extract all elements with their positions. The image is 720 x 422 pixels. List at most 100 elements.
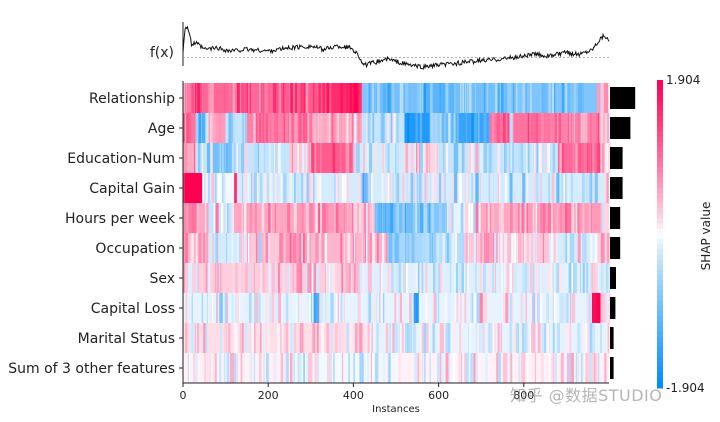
heat-cell bbox=[462, 233, 465, 263]
heat-cell bbox=[568, 353, 572, 383]
heat-cell bbox=[439, 353, 442, 383]
heat-cell bbox=[397, 263, 399, 293]
heat-cell bbox=[380, 113, 383, 143]
heat-cell bbox=[349, 233, 353, 263]
heat-cell bbox=[546, 143, 549, 173]
heat-cell bbox=[396, 113, 399, 143]
heat-cell bbox=[315, 233, 318, 263]
heat-cell bbox=[359, 323, 363, 353]
heat-cell bbox=[520, 143, 524, 173]
heat-cell bbox=[459, 293, 462, 323]
heat-cell bbox=[332, 143, 336, 173]
heat-cell bbox=[491, 113, 495, 143]
heat-cell bbox=[309, 353, 313, 383]
heat-cell bbox=[502, 293, 505, 323]
heat-cell bbox=[405, 263, 408, 293]
heat-cell bbox=[429, 143, 432, 173]
feature-label: Sex bbox=[149, 271, 175, 287]
heat-cell bbox=[497, 83, 500, 113]
heat-cell bbox=[503, 263, 506, 293]
heat-cell bbox=[566, 293, 569, 323]
heat-cell bbox=[449, 113, 452, 143]
heat-cell bbox=[224, 353, 227, 383]
heat-cell bbox=[474, 323, 477, 353]
colorbar-segment bbox=[657, 218, 663, 225]
heat-cell bbox=[589, 353, 593, 383]
importance-bar bbox=[610, 357, 614, 379]
heat-cell bbox=[606, 293, 609, 323]
heat-cell bbox=[313, 143, 317, 173]
heat-cell bbox=[184, 173, 188, 203]
colorbar-segment bbox=[657, 254, 663, 261]
heat-cell bbox=[258, 83, 261, 113]
heat-cell bbox=[273, 83, 277, 113]
heat-cell bbox=[489, 233, 493, 263]
heat-cell bbox=[235, 293, 238, 323]
heat-cell bbox=[484, 353, 488, 383]
heat-cell bbox=[231, 203, 235, 233]
heat-cell bbox=[304, 113, 308, 143]
heat-cell bbox=[478, 353, 482, 383]
heat-cell bbox=[368, 143, 372, 173]
heat-cell bbox=[235, 143, 238, 173]
heat-cell bbox=[382, 143, 385, 173]
heat-cell bbox=[186, 323, 188, 353]
heat-cell bbox=[539, 113, 542, 143]
heat-cell bbox=[471, 173, 473, 203]
heat-cell bbox=[424, 113, 427, 143]
colorbar-segment bbox=[657, 146, 663, 153]
heat-cell bbox=[220, 323, 222, 353]
heat-cell bbox=[364, 173, 605, 203]
heat-cell bbox=[600, 293, 609, 323]
heat-cell bbox=[415, 203, 418, 233]
heat-cell bbox=[532, 293, 535, 323]
heat-cell bbox=[475, 173, 479, 203]
heat-cell bbox=[282, 353, 286, 383]
heat-cell bbox=[269, 113, 272, 143]
heat-cell bbox=[595, 353, 598, 383]
heat-cell bbox=[430, 113, 434, 143]
heat-cell bbox=[218, 263, 220, 293]
heat-cell bbox=[561, 83, 565, 113]
heat-cell bbox=[296, 113, 298, 143]
heat-cell bbox=[362, 233, 365, 263]
heat-cell bbox=[214, 173, 217, 203]
heat-cell bbox=[605, 263, 608, 293]
heat-cell bbox=[544, 323, 547, 353]
heat-cell bbox=[551, 263, 555, 293]
heat-cell bbox=[530, 143, 533, 173]
heat-cell bbox=[355, 323, 358, 353]
heat-cell bbox=[398, 353, 401, 383]
heat-cell bbox=[232, 83, 235, 113]
x-axis-label: Instances bbox=[372, 404, 420, 415]
heat-cell bbox=[559, 203, 563, 233]
heat-cell bbox=[442, 233, 446, 263]
colorbar-segment bbox=[657, 100, 663, 107]
heat-cell bbox=[445, 143, 447, 173]
heat-cell bbox=[332, 113, 336, 143]
heat-cell bbox=[429, 83, 432, 113]
heat-cell bbox=[254, 323, 256, 353]
heat-cell bbox=[475, 203, 479, 233]
heat-cell bbox=[258, 353, 262, 383]
heat-cell bbox=[402, 203, 406, 233]
heat-cell bbox=[289, 233, 292, 263]
heat-cell bbox=[374, 143, 377, 173]
heat-cell bbox=[439, 83, 442, 113]
importance-bar bbox=[610, 87, 636, 109]
heat-cell bbox=[340, 83, 343, 113]
heat-cell bbox=[206, 293, 209, 323]
heat-cell bbox=[359, 323, 361, 353]
heat-cell bbox=[522, 173, 526, 203]
heat-cell bbox=[280, 173, 283, 203]
heat-cell bbox=[475, 263, 477, 293]
heat-cell bbox=[234, 83, 237, 113]
heat-cell bbox=[394, 323, 398, 353]
heat-cell bbox=[232, 113, 236, 143]
heat-cell bbox=[405, 113, 407, 143]
heat-cell bbox=[587, 323, 589, 353]
heat-cell bbox=[301, 203, 304, 233]
heat-cell bbox=[395, 173, 398, 203]
heat-cell bbox=[465, 173, 469, 203]
heat-cell bbox=[447, 203, 450, 233]
